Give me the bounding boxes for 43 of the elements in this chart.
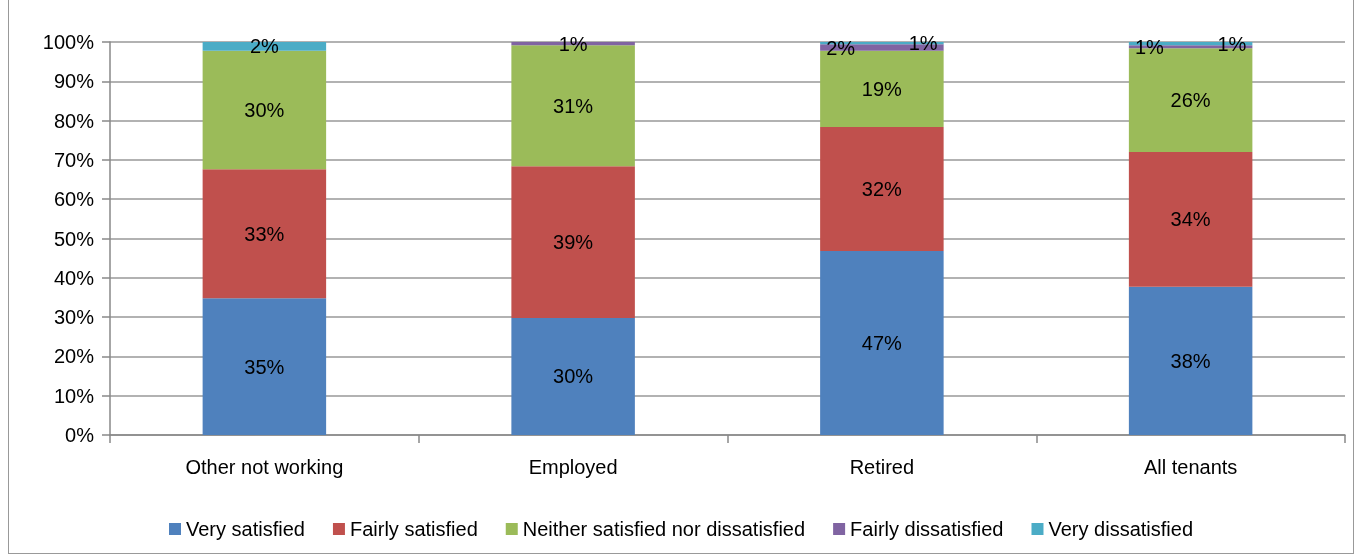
bar xyxy=(820,126,944,252)
data-label: 26% xyxy=(1170,89,1211,112)
legend-label: Neither satisfied nor dissatisfied xyxy=(522,518,806,540)
data-label: 31% xyxy=(553,94,594,117)
legend-label: Fairly dissatisfied xyxy=(850,518,1004,540)
x-tick-label: Employed xyxy=(528,456,618,478)
x-tick-label: Other not working xyxy=(185,456,344,478)
data-label: 1% xyxy=(558,32,588,55)
y-tick-label: 10% xyxy=(53,384,95,407)
legend-label: Fairly satisfied xyxy=(349,518,478,540)
y-tick-label: 30% xyxy=(53,306,95,329)
data-label: 32% xyxy=(861,177,903,200)
data-label: 34% xyxy=(1170,208,1211,231)
x-tick-label: All tenants xyxy=(1143,456,1238,478)
data-label: 47% xyxy=(861,332,903,355)
y-tick-label: 20% xyxy=(53,345,95,368)
data-label: 2% xyxy=(826,36,856,59)
y-tick-label: 80% xyxy=(53,109,95,132)
y-tick-label: 40% xyxy=(53,266,95,289)
data-label: 39% xyxy=(553,231,594,254)
data-label: 1% xyxy=(1134,35,1164,58)
bar xyxy=(820,251,944,435)
y-tick-label: 100% xyxy=(42,31,95,53)
y-tick-label: 70% xyxy=(53,148,95,171)
bar xyxy=(511,166,635,318)
legend-label: Very dissatisfied xyxy=(1048,518,1193,540)
data-label: 33% xyxy=(244,222,285,245)
data-label: 35% xyxy=(244,355,285,378)
data-label: 30% xyxy=(244,98,285,121)
y-tick-label: 50% xyxy=(53,227,95,250)
bar xyxy=(202,169,327,299)
bar xyxy=(202,298,327,435)
data-label: 38% xyxy=(1170,349,1211,372)
bar xyxy=(1128,286,1253,435)
x-tick-label: Retired xyxy=(849,456,915,478)
y-tick-label: 0% xyxy=(65,424,95,446)
legend-label: Very satisfied xyxy=(186,518,305,540)
data-label: 19% xyxy=(861,77,903,100)
bar xyxy=(511,317,635,435)
y-tick-label: 90% xyxy=(53,70,95,93)
bar xyxy=(1128,152,1253,287)
data-label: 30% xyxy=(553,365,594,388)
y-tick-label: 60% xyxy=(53,188,95,211)
